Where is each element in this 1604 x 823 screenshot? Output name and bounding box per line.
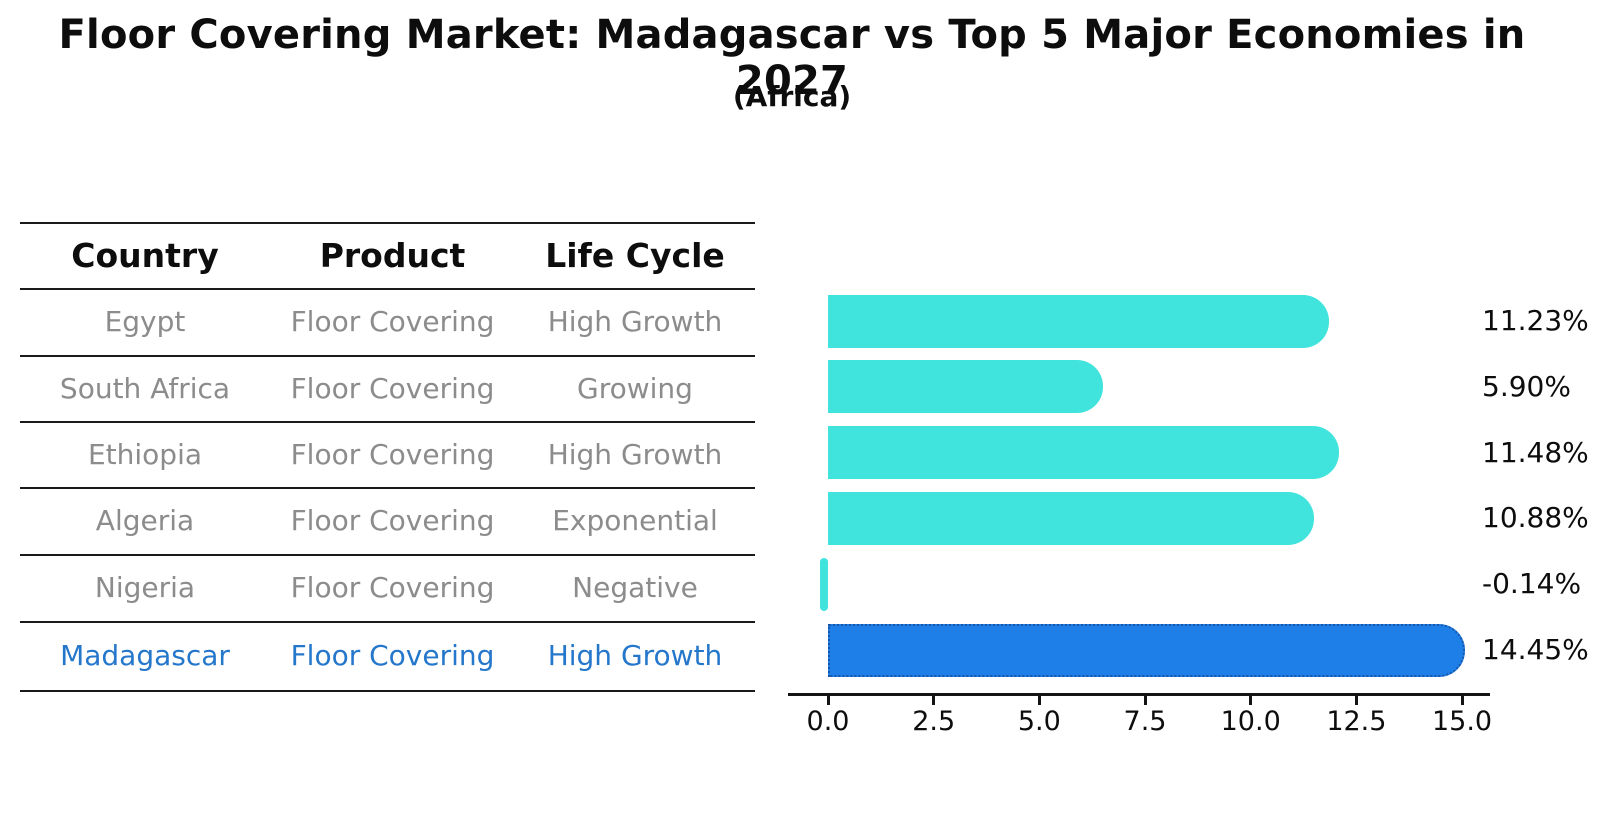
x-tick-label: 15.0 [1431, 706, 1493, 737]
table-rule [20, 621, 755, 623]
bar-algeria [828, 491, 1314, 545]
country-cell: Egypt [104, 305, 186, 338]
table-rule [20, 690, 755, 692]
product-cell: Floor Covering [290, 305, 495, 338]
bar-egypt [828, 294, 1329, 348]
x-tick-label: 10.0 [1220, 706, 1281, 737]
country-cell: Algeria [95, 504, 195, 537]
life-cycle-cell: Negative [572, 571, 698, 604]
x-axis-tick [1037, 695, 1041, 705]
life-cycle-cell: High Growth [547, 305, 723, 338]
table-row: Algeria Floor Covering Exponential [20, 487, 755, 554]
x-tick-label: 0.0 [806, 706, 850, 737]
value-label: 10.88% [1482, 501, 1589, 535]
x-axis-tick [1354, 695, 1358, 705]
page-subtitle: (Africa) [732, 80, 852, 113]
table-row: Ethiopia Floor Covering High Growth [20, 421, 755, 487]
value-label: 11.48% [1482, 435, 1589, 469]
table-rule [20, 288, 755, 290]
country-cell: Madagascar [60, 639, 230, 672]
table-rule [20, 421, 755, 423]
x-axis-tick [1249, 695, 1253, 705]
x-axis-line [788, 693, 1490, 696]
page-title: Floor Covering Market: Madagascar vs Top… [58, 12, 1526, 104]
table-row: Nigeria Floor Covering Negative [20, 554, 755, 621]
product-cell: Floor Covering [290, 371, 495, 405]
x-tick-label: 7.5 [1123, 706, 1167, 737]
value-label: 11.23% [1482, 304, 1589, 337]
product-cell: Floor Covering [290, 437, 495, 471]
bar-nigeria [820, 557, 828, 611]
table-row-highlighted: Madagascar Floor Covering High Growth [20, 621, 755, 690]
product-cell: Floor Covering [290, 504, 495, 537]
x-tick-label: 12.5 [1326, 706, 1387, 737]
x-axis-tick [826, 695, 830, 705]
x-axis-tick [1143, 695, 1147, 705]
product-cell: Floor Covering [290, 639, 495, 672]
country-cell: Ethiopia [87, 437, 203, 471]
value-label: 5.90% [1482, 369, 1571, 403]
bar-ethiopia [828, 426, 1340, 480]
table-rule [20, 487, 755, 489]
x-axis-tick [1460, 695, 1464, 705]
value-label: -0.14% [1482, 567, 1582, 601]
x-tick-label: 2.5 [912, 706, 956, 737]
table-rule [20, 222, 755, 224]
x-tick-label: 5.0 [1017, 706, 1061, 737]
life-cycle-cell: Exponential [552, 504, 718, 537]
x-axis-tick [932, 695, 936, 705]
table-row: Egypt Floor Covering High Growth [20, 288, 755, 355]
column-header-country: Country [71, 235, 219, 275]
table-rule [20, 355, 755, 357]
bar-south-africa [828, 360, 1104, 414]
table-row: South Africa Floor Covering Growing [20, 355, 755, 421]
table-header-row: Country Product Life Cycle [20, 222, 755, 288]
life-cycle-cell: Growing [577, 371, 693, 405]
column-header-life-cycle: Life Cycle [545, 235, 725, 275]
country-cell: South Africa [59, 371, 231, 405]
country-cell: Nigeria [94, 571, 196, 604]
product-cell: Floor Covering [290, 571, 495, 604]
life-cycle-cell: High Growth [547, 639, 723, 672]
life-cycle-cell: High Growth [547, 437, 723, 471]
bar-madagascar-highlighted [828, 623, 1465, 677]
table-rule [20, 554, 755, 556]
value-label: 14.45% [1482, 633, 1589, 666]
column-header-product: Product [319, 235, 466, 275]
